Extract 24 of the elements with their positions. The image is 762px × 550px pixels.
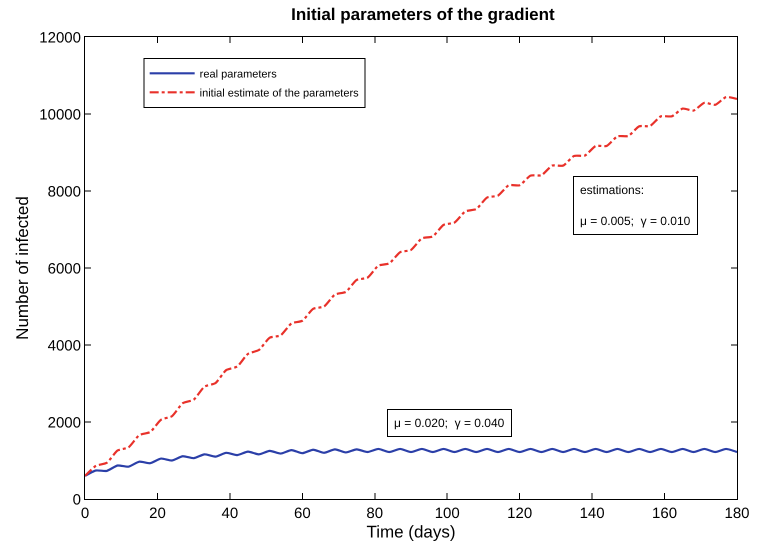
x-tick-label: 140 bbox=[580, 505, 605, 522]
y-tick-label: 10000 bbox=[39, 106, 81, 124]
y-tick-label: 6000 bbox=[48, 260, 81, 278]
x-tick-label: 120 bbox=[507, 505, 532, 522]
y-tick-label: 8000 bbox=[48, 183, 81, 200]
chart-title: Initial parameters of the gradient bbox=[291, 5, 556, 24]
y-tick-label: 4000 bbox=[48, 337, 81, 354]
x-tick-label: 180 bbox=[724, 505, 750, 522]
legend-label: real parameters bbox=[200, 68, 278, 81]
y-tick-label: 2000 bbox=[48, 414, 81, 432]
line-series bbox=[85, 448, 737, 477]
x-axis-title: Time (days) bbox=[366, 522, 456, 542]
x-tick-label: 80 bbox=[366, 505, 384, 522]
x-tick-label: 160 bbox=[652, 505, 678, 522]
y-tick-label: 0 bbox=[72, 491, 81, 508]
annotation: μ = 0.020; γ = 0.040 bbox=[394, 416, 505, 430]
y-axis-title: Number of infected bbox=[12, 196, 32, 340]
x-tick-label: 40 bbox=[222, 505, 238, 522]
text: estimations: μ = 0.005; γ = 0.010 bbox=[580, 183, 690, 228]
x-tick-label: 100 bbox=[434, 505, 460, 522]
legend-label: initial estimate of the parameters bbox=[200, 88, 360, 100]
y-tick-label: 12000 bbox=[39, 29, 81, 46]
x-tick-label: 60 bbox=[294, 505, 311, 522]
x-tick-label: 20 bbox=[149, 505, 166, 522]
